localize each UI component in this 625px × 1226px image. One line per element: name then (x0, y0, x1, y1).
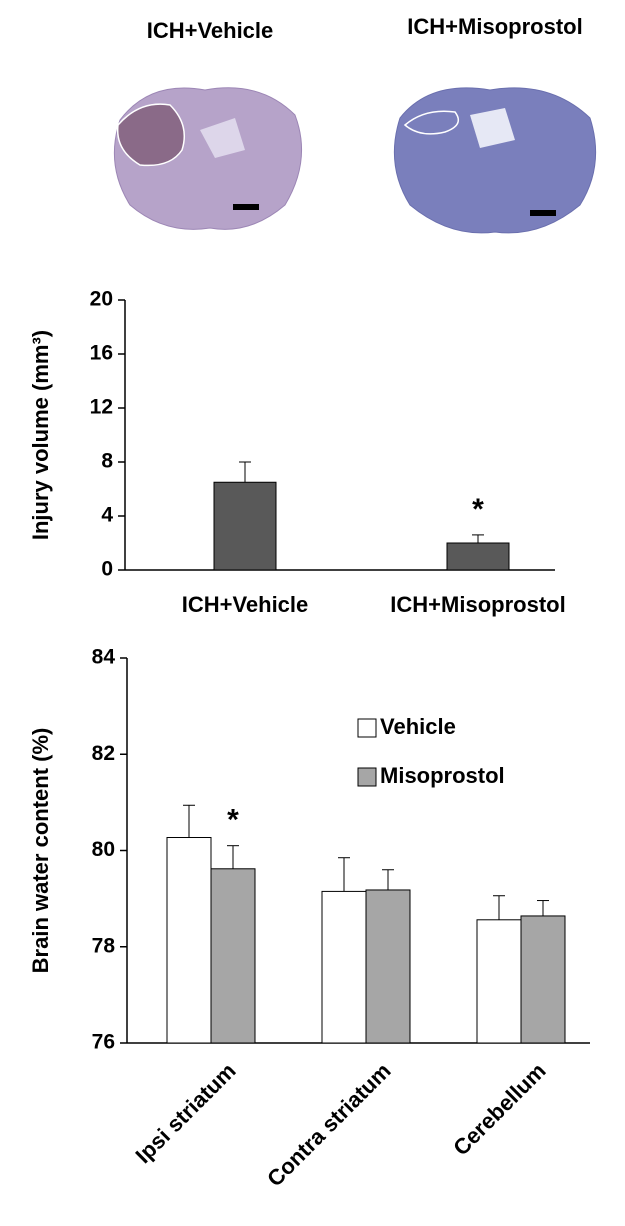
y-tick-label: 16 (90, 342, 113, 365)
y-axis-label: Brain water content (%) (28, 728, 53, 974)
significance-star: * (227, 804, 239, 837)
y-tick-label: 8 (101, 450, 113, 473)
y-axis-label: Injury volume (mm³) (28, 330, 53, 540)
x-tick-label: Ipsi striatum (130, 1058, 240, 1168)
y-tick-label: 12 (90, 396, 113, 419)
bar (167, 838, 211, 1043)
y-tick-label: 0 (101, 558, 113, 581)
y-tick-label: 80 (92, 838, 115, 861)
brain-image (114, 88, 301, 230)
legend-swatch (358, 768, 376, 786)
panel-label: ICH+Misoprostol (407, 14, 582, 39)
y-tick-label: 4 (101, 504, 113, 527)
legend-label: Vehicle (380, 714, 456, 739)
bar (366, 890, 410, 1043)
legend-label: Misoprostol (380, 763, 505, 788)
x-tick-label: ICH+Misoprostol (390, 592, 565, 617)
y-tick-label: 82 (92, 742, 115, 765)
legend-swatch (358, 719, 376, 737)
x-tick-label: Contra striatum (262, 1058, 395, 1191)
y-tick-label: 76 (92, 1031, 115, 1054)
bar (477, 920, 521, 1043)
y-tick-label: 84 (92, 646, 116, 669)
x-tick-label: Cerebellum (448, 1058, 550, 1160)
y-tick-label: 20 (90, 288, 113, 311)
x-tick-label: ICH+Vehicle (182, 592, 309, 617)
y-tick-label: 78 (92, 934, 116, 957)
figure: ICH+Vehicle ICH+Misoprostol 0 4 8 12 16 20 Inj… (0, 0, 625, 1226)
brain-image (394, 88, 595, 233)
bar (322, 891, 366, 1043)
panel-label: ICH+Vehicle (147, 18, 274, 43)
significance-star: * (472, 493, 484, 526)
bar (521, 916, 565, 1043)
bar (447, 543, 509, 570)
bar (211, 869, 255, 1043)
bar (214, 482, 276, 570)
